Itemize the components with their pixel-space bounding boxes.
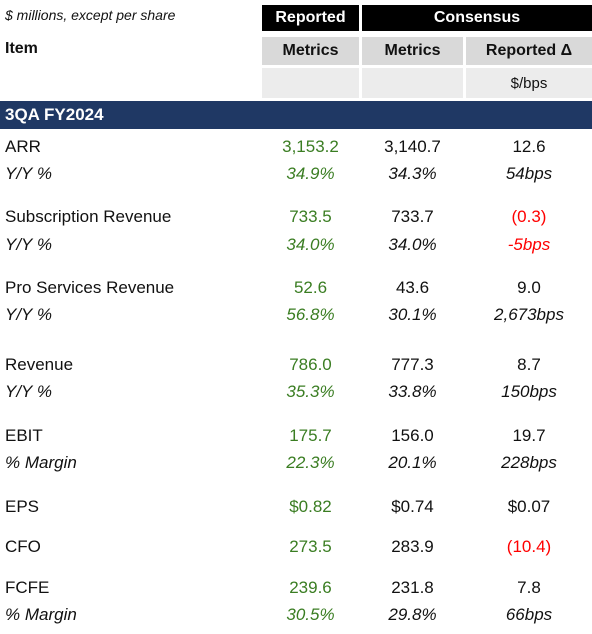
reported-value: 239.6 [289,578,332,597]
reported-value: 56.8% [286,305,335,324]
delta-value: 9.0 [517,278,541,297]
consensus-unit-blank [362,68,463,98]
consensus-header: Consensus [362,5,592,31]
row-label: Y/Y % [5,235,52,254]
section-header-3qa-fy2024: 3QA FY2024 [0,101,592,129]
delta-value: 228bps [501,453,557,472]
delta-value: $0.07 [507,497,551,516]
consensus-value: 43.6 [395,278,430,297]
reported-delta-header: Reported Δ [466,37,592,65]
row-label: EBIT [5,426,43,445]
item-column-header: Item [5,40,38,57]
table-row-arr-yoy: Y/Y % 34.9% 34.3% 54bps [0,162,592,186]
consensus-value: 33.8% [388,382,437,401]
reported-value: 34.9% [286,164,335,183]
consensus-value: 733.7 [391,207,434,226]
table-row-revenue: Revenue 786.0 777.3 8.7 [0,353,592,377]
row-label: Revenue [5,355,74,374]
table-row-subscription-yoy: Y/Y % 34.0% 34.0% -5bps [0,233,592,257]
reported-value: 35.3% [286,382,335,401]
reported-value: 30.5% [286,605,335,624]
delta-value: 2,673bps [494,305,564,324]
reported-value: 52.6 [293,278,328,297]
reported-metrics-header: Metrics [262,37,359,65]
consensus-value: 20.1% [388,453,437,472]
consensus-value: $0.74 [391,497,434,516]
row-label: Y/Y % [5,305,52,324]
table-row-ebit-margin: % Margin 22.3% 20.1% 228bps [0,451,592,475]
row-label: CFO [5,537,41,556]
delta-value: 66bps [505,605,553,624]
reported-value: 733.5 [289,207,332,226]
table-row-fcfe: FCFE 239.6 231.8 7.8 [0,576,592,600]
row-label: Y/Y % [5,164,52,183]
reported-value: 34.0% [286,235,335,254]
reported-value: 273.5 [289,537,332,556]
delta-value: 12.6 [512,137,546,156]
table-row-fcfe-margin: % Margin 30.5% 29.8% 66bps [0,603,592,627]
consensus-value: 231.8 [391,578,434,597]
reported-unit-blank [262,68,359,98]
consensus-value: 3,140.7 [384,137,441,156]
row-label: Pro Services Revenue [5,278,175,297]
consensus-value: 29.8% [388,605,437,624]
consensus-value: 34.3% [388,164,437,183]
row-label: EPS [5,497,40,516]
table-row-subscription-revenue: Subscription Revenue 733.5 733.7 (0.3) [0,205,592,229]
reported-header: Reported [262,5,359,31]
delta-value: (0.3) [511,207,547,226]
delta-value: 150bps [501,382,557,401]
consensus-value: 156.0 [391,426,434,445]
table-row-revenue-yoy: Y/Y % 35.3% 33.8% 150bps [0,380,592,404]
consensus-value: 34.0% [388,235,437,254]
table-row-ebit: EBIT 175.7 156.0 19.7 [0,424,592,448]
row-label: Y/Y % [5,382,52,401]
reported-value: 22.3% [286,453,335,472]
delta-value: 19.7 [512,426,546,445]
consensus-metrics-header: Metrics [362,37,463,65]
delta-value: 8.7 [517,355,541,374]
delta-unit-label: $/bps [466,68,592,98]
units-note: $ millions, except per share [5,7,176,23]
consensus-value: 30.1% [388,305,437,324]
delta-value: (10.4) [506,537,552,556]
reported-value: 3,153.2 [282,137,339,156]
table-row-arr: ARR 3,153.2 3,140.7 12.6 [0,135,592,159]
reported-value: 175.7 [289,426,332,445]
row-label: Subscription Revenue [5,207,172,226]
row-label: FCFE [5,578,50,597]
delta-value: -5bps [507,235,551,254]
delta-value: 54bps [505,164,553,183]
table-row-pro-services-yoy: Y/Y % 56.8% 30.1% 2,673bps [0,303,592,327]
table-row-eps: EPS $0.82 $0.74 $0.07 [0,495,592,519]
delta-value: 7.8 [517,578,541,597]
row-label: ARR [5,137,41,156]
row-label: % Margin [5,605,77,624]
consensus-value: 777.3 [391,355,434,374]
table-row-cfo: CFO 273.5 283.9 (10.4) [0,535,592,559]
row-label: % Margin [5,453,77,472]
reported-value: $0.82 [289,497,332,516]
table-row-pro-services-revenue: Pro Services Revenue 52.6 43.6 9.0 [0,276,592,300]
reported-value: 786.0 [289,355,332,374]
consensus-value: 283.9 [391,537,434,556]
